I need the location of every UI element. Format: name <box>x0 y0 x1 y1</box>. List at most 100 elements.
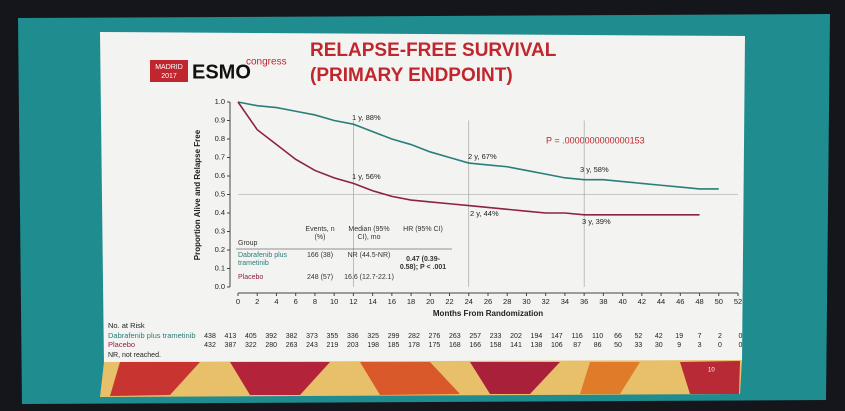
risk-count: 438 <box>204 333 216 340</box>
risk-count: 336 <box>347 333 359 340</box>
slide-number: 10 <box>708 368 715 374</box>
risk-count: 373 <box>306 333 318 340</box>
risk-count: 219 <box>327 342 339 349</box>
table-header: HR (95% CI) <box>403 226 443 233</box>
annotation: 2 y, 67% <box>468 152 497 161</box>
x-tick-label: 14 <box>368 297 376 306</box>
y-tick-label: 0.5 <box>215 189 225 198</box>
title: RELAPSE-FREE SURVIVAL <box>310 40 557 61</box>
risk-count: 138 <box>531 342 543 349</box>
y-tick-label: 0.7 <box>215 152 225 161</box>
x-tick-label: 16 <box>388 297 396 306</box>
risk-count: 116 <box>572 333 583 340</box>
y-tick-label: 0.1 <box>215 263 225 272</box>
y-tick-label: 0.0 <box>215 282 225 291</box>
risk-count: 0 <box>718 342 722 349</box>
x-tick-label: 8 <box>313 297 317 306</box>
risk-count: 50 <box>614 342 622 349</box>
risk-count: 9 <box>677 342 681 349</box>
city: MADRID <box>155 64 183 71</box>
x-tick-label: 0 <box>236 297 240 306</box>
annotation: 1 y, 56% <box>352 172 381 181</box>
risk-count: 52 <box>635 333 643 340</box>
risk-count: 355 <box>327 333 339 340</box>
risk-count: 382 <box>286 333 298 340</box>
risk-count: 405 <box>245 333 257 340</box>
risk-count: 178 <box>408 342 420 349</box>
table-cell: 16.6 (12.7-22.1) <box>344 274 394 281</box>
table-cell: Placebo <box>238 274 264 281</box>
series-line <box>237 101 700 216</box>
risk-count: 87 <box>573 342 581 349</box>
x-tick-label: 12 <box>349 297 357 306</box>
risk-count: 202 <box>510 333 522 340</box>
table-cell: 0.47 (0.39-0.58); P < .001 <box>399 256 447 271</box>
risk-count: 432 <box>204 342 216 349</box>
x-tick-label: 18 <box>407 297 415 306</box>
risk-count: 233 <box>490 333 502 340</box>
table-cell: NR (44.5-NR) <box>347 252 391 259</box>
y-tick-label: 0.6 <box>215 171 225 180</box>
risk-count: 325 <box>367 333 379 340</box>
risk-count: 42 <box>655 333 663 340</box>
risk-count: 263 <box>286 342 298 349</box>
shape <box>360 362 460 395</box>
slide <box>100 32 745 365</box>
risk-count: 66 <box>614 333 622 340</box>
risk-count: 110 <box>592 333 603 340</box>
risk-count: 392 <box>265 333 277 340</box>
brand-suffix: congress <box>246 57 287 68</box>
footnote: NR, not reached. <box>108 352 161 359</box>
risk-count: 175 <box>429 342 441 349</box>
risk-count: 2 <box>718 333 722 340</box>
risk-count: 0 <box>738 333 742 340</box>
risk-count: 276 <box>429 333 441 340</box>
risk-count: 413 <box>225 333 237 340</box>
shape <box>580 362 640 394</box>
x-tick-label: 26 <box>484 297 492 306</box>
table-header: Median (95% CI), mo <box>348 226 390 241</box>
risk-count: 141 <box>510 342 522 349</box>
risk-count: 257 <box>469 333 481 340</box>
y-tick-label: 0.3 <box>215 226 225 235</box>
shape <box>110 362 200 396</box>
x-tick-label: 38 <box>599 297 607 306</box>
x-tick-label: 36 <box>580 297 588 306</box>
x-tick-label: 24 <box>465 297 473 306</box>
x-tick-label: 28 <box>503 297 511 306</box>
risk-count: 280 <box>265 342 277 349</box>
risk-count: 19 <box>675 333 683 340</box>
annotation: 1 y, 88% <box>352 113 381 122</box>
annotation: 2 y, 44% <box>470 209 499 218</box>
x-axis-label: Months From Randomization <box>433 309 543 318</box>
year: 2017 <box>161 73 177 80</box>
x-tick-label: 20 <box>426 297 434 306</box>
x-tick-label: 50 <box>715 297 723 306</box>
x-tick-label: 30 <box>522 297 530 306</box>
risk-count: 166 <box>469 342 481 349</box>
table-cell: 248 (57) <box>306 274 334 281</box>
risk-count: 203 <box>347 342 359 349</box>
table-cell: 166 (38) <box>306 252 334 259</box>
p-value: P = .0000000000000153 <box>546 135 645 145</box>
risk-count: 33 <box>635 342 643 349</box>
shape <box>230 362 330 395</box>
risk-count: 185 <box>388 342 400 349</box>
x-tick-label: 2 <box>255 297 259 306</box>
risk-count: 282 <box>408 333 420 340</box>
x-tick-label: 40 <box>618 297 626 306</box>
risk-count: 299 <box>388 333 400 340</box>
risk-count: 168 <box>449 342 461 349</box>
risk-count: 7 <box>698 333 702 340</box>
series-line <box>237 101 719 190</box>
risk-count: 158 <box>490 342 502 349</box>
risk-count: 30 <box>655 342 663 349</box>
risk-count: 86 <box>594 342 602 349</box>
risk-row-label: Placebo <box>108 340 135 349</box>
x-tick-label: 10 <box>330 297 338 306</box>
x-tick-label: 4 <box>274 297 278 306</box>
x-tick-label: 32 <box>542 297 550 306</box>
brand: ESMO <box>192 61 251 83</box>
